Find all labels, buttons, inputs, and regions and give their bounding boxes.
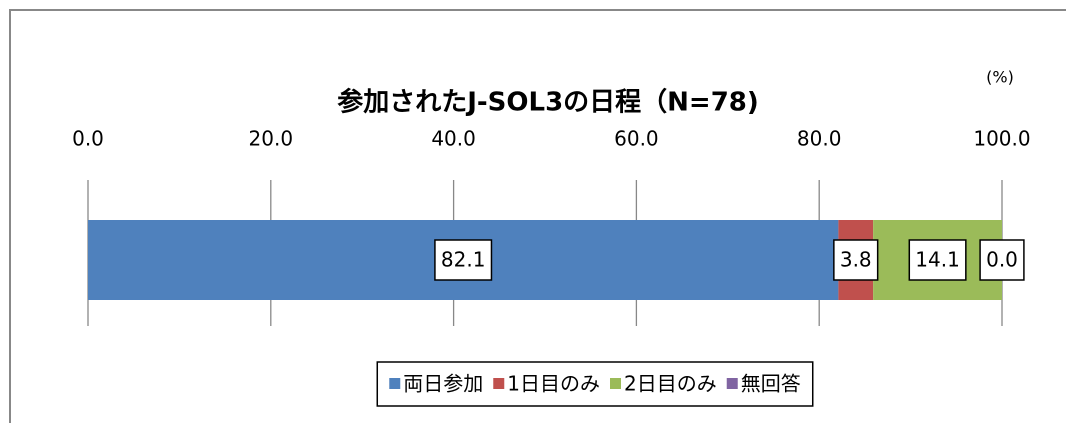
data-label: 82.1: [441, 248, 486, 272]
legend-label: 1日目のみ: [507, 372, 600, 396]
legend-swatch: [726, 378, 738, 389]
data-label-box: [434, 239, 493, 281]
x-tick-label: 80.0: [797, 127, 842, 151]
legend-label: 2日目のみ: [624, 372, 717, 396]
data-label-box: [833, 239, 879, 281]
legend-label: 両日参加: [403, 372, 483, 396]
x-tick-label: 100.0: [973, 127, 1030, 151]
chart-title: 参加されたJ-SOL3の日程（N=78): [337, 87, 759, 118]
x-tick-label: 60.0: [614, 127, 659, 151]
x-tick-label: 0.0: [72, 127, 104, 151]
data-label: 14.1: [915, 248, 960, 272]
legend-label: 無回答: [741, 372, 801, 396]
data-label: 3.8: [840, 248, 872, 272]
legend-swatch: [389, 378, 401, 389]
x-tick-label: 40.0: [431, 127, 476, 151]
legend-swatch: [610, 378, 621, 389]
data-label: 0.0: [986, 248, 1018, 272]
legend-box: [376, 361, 814, 407]
x-tick-label: 20.0: [249, 127, 294, 151]
unit-label: (%): [986, 68, 1014, 87]
data-label-box: [979, 239, 1025, 281]
data-label-box: [908, 239, 967, 281]
chart-border: [9, 9, 1066, 423]
legend-swatch: [493, 378, 505, 389]
